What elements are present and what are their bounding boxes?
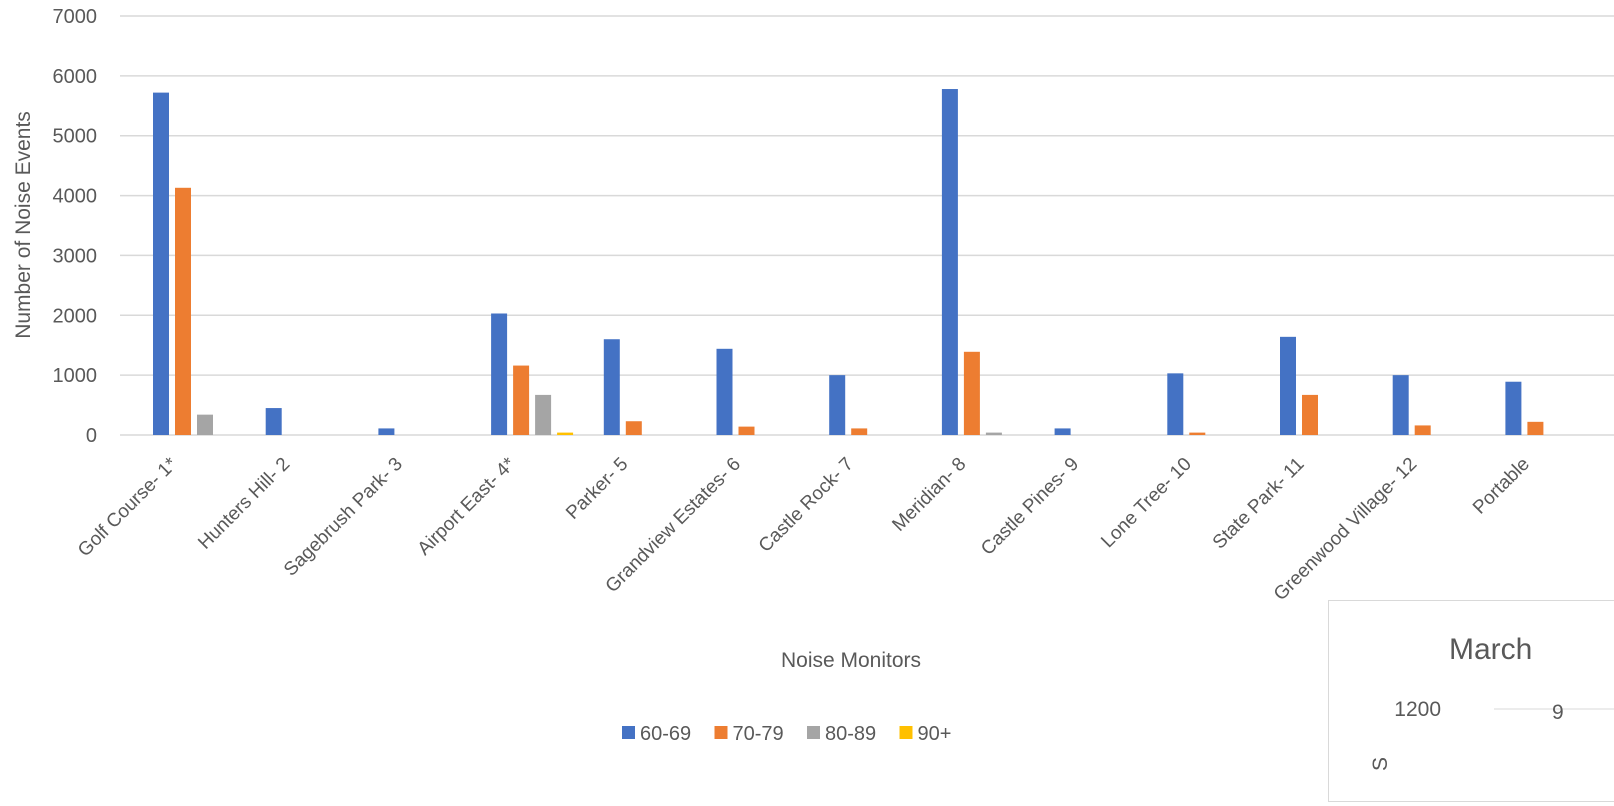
bar bbox=[1527, 422, 1543, 435]
bar bbox=[491, 313, 507, 435]
y-tick-label: 1000 bbox=[53, 365, 98, 387]
bar bbox=[153, 93, 169, 435]
bar bbox=[626, 421, 642, 435]
bar bbox=[851, 428, 867, 435]
bar bbox=[942, 89, 958, 435]
legend-entry: 80-89 bbox=[825, 723, 876, 745]
bar bbox=[604, 339, 620, 435]
chart-stage: 0 1000 2000 3000 4000 5000 6000 7000 Golf Cours… bbox=[0, 0, 1614, 770]
legend: 60-69 70-79 80-89 90+ bbox=[622, 723, 951, 745]
bar bbox=[175, 188, 191, 435]
bar bbox=[1189, 433, 1205, 435]
bar bbox=[197, 415, 213, 435]
bar bbox=[964, 352, 980, 435]
bar bbox=[739, 427, 755, 435]
bar bbox=[829, 375, 845, 435]
y-tick-label: 3000 bbox=[53, 245, 98, 267]
legend-entry: 70-79 bbox=[733, 723, 784, 745]
inset-y-tick-label: 1200 bbox=[1394, 698, 1441, 721]
bar bbox=[1302, 395, 1318, 435]
y-axis-label: Number of Noise Events bbox=[12, 111, 35, 339]
y-tick-label: 7000 bbox=[53, 6, 98, 28]
legend-swatch bbox=[715, 726, 728, 739]
x-tick-label: Golf Course- 1* bbox=[74, 453, 182, 561]
y-tick-label: 2000 bbox=[53, 305, 98, 327]
bar bbox=[1055, 428, 1071, 435]
inset-chart-panel: March 1200 9 S bbox=[1328, 600, 1614, 802]
legend-entry: 90+ bbox=[918, 723, 952, 745]
x-tick-label: Meridian- 8 bbox=[888, 454, 970, 536]
x-tick-label: Castle Pines- 9 bbox=[977, 454, 1083, 560]
y-tick-label: 4000 bbox=[53, 186, 98, 208]
grid-lines bbox=[120, 16, 1614, 435]
bar bbox=[378, 428, 394, 435]
bar bbox=[1393, 375, 1409, 435]
y-tick-label: 6000 bbox=[53, 66, 98, 88]
inset-partial-label: 9 bbox=[1552, 701, 1564, 724]
y-tick-labels: 0 1000 2000 3000 4000 5000 6000 7000 bbox=[53, 6, 98, 447]
legend-swatch bbox=[622, 726, 635, 739]
x-tick-label: Castle Rock- 7 bbox=[755, 454, 858, 557]
inset-chart-title: March bbox=[1449, 633, 1532, 666]
x-tick-labels: Golf Course- 1* Hunters Hill- 2Sagebrush … bbox=[74, 453, 1534, 605]
y-tick-label: 5000 bbox=[53, 126, 98, 148]
x-tick-label: Hunters Hill- 2 bbox=[194, 454, 294, 554]
bar bbox=[986, 433, 1002, 435]
x-tick-label: Parker- 5 bbox=[562, 454, 632, 524]
bar bbox=[1167, 373, 1183, 435]
bar bbox=[1280, 337, 1296, 435]
x-tick-label: Portable bbox=[1469, 454, 1534, 519]
inset-chart: March 1200 9 S bbox=[1329, 601, 1614, 801]
bar bbox=[717, 349, 733, 435]
bar bbox=[535, 395, 551, 435]
legend-entry: 60-69 bbox=[640, 723, 691, 745]
bar bbox=[266, 408, 282, 435]
bar bbox=[1505, 382, 1521, 435]
bar bbox=[557, 433, 573, 435]
y-tick-label: 0 bbox=[86, 425, 97, 447]
bars bbox=[153, 89, 1543, 435]
x-tick-label: Lone Tree- 10 bbox=[1097, 454, 1196, 553]
x-tick-label: State Park- 11 bbox=[1209, 454, 1309, 554]
legend-swatch bbox=[807, 726, 820, 739]
inset-y-axis-label-fragment: S bbox=[1369, 757, 1392, 771]
legend-swatch bbox=[900, 726, 913, 739]
x-tick-label: Sagebrush Park- 3 bbox=[280, 454, 407, 581]
bar bbox=[513, 366, 529, 435]
x-tick-label: Airport East- 4* bbox=[414, 453, 520, 559]
bar bbox=[1415, 425, 1431, 435]
x-axis-label: Noise Monitors bbox=[781, 649, 921, 672]
